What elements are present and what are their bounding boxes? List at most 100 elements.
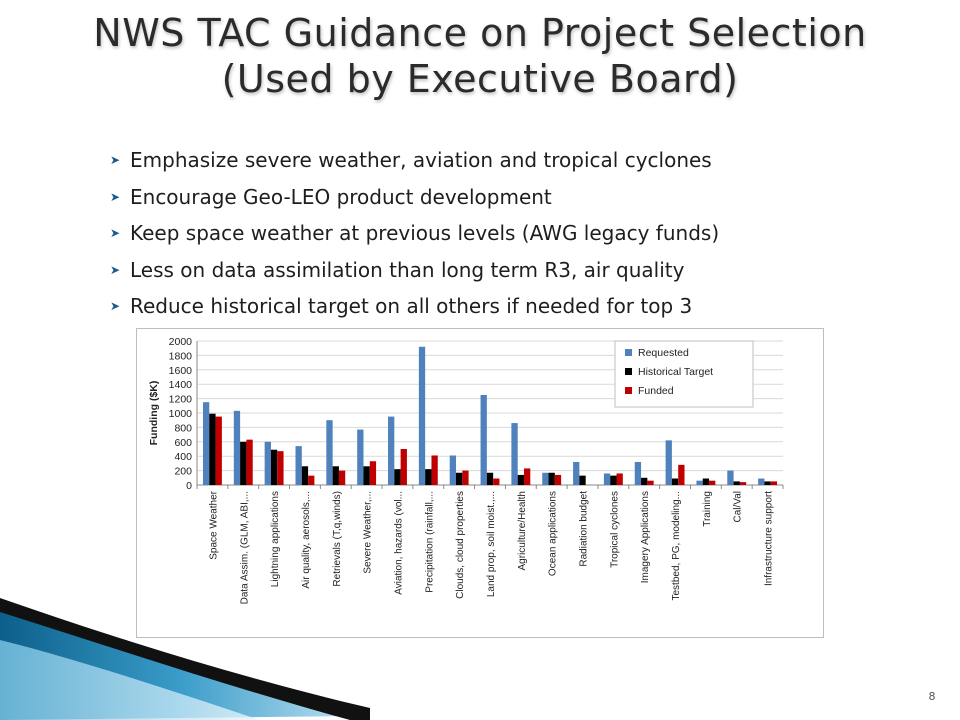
bar	[332, 466, 339, 485]
x-tick-label: Severe Weather,...	[363, 491, 374, 574]
slide-title-line-2: (Used by Executive Board)	[221, 57, 739, 101]
bar	[573, 461, 580, 485]
bullet-item: ➤ Encourage Geo-LEO product development	[108, 179, 719, 216]
legend-label: Funded	[638, 385, 674, 397]
legend-swatch	[625, 387, 632, 394]
bar	[739, 482, 747, 485]
legend-box	[614, 340, 754, 408]
y-tick-label: 2000	[169, 336, 193, 348]
bar	[634, 461, 642, 485]
bar	[647, 480, 654, 485]
x-tick-label: Radiation budget	[579, 491, 590, 567]
x-tick-label: Lightning applications	[270, 491, 281, 587]
bar	[277, 451, 284, 485]
bar	[295, 446, 302, 485]
bar	[764, 481, 771, 485]
x-tick-label: Retrievals (T,q,winds)	[332, 491, 343, 587]
x-tick-label: Ocean applications	[548, 491, 559, 576]
funding-chart-svg: 0 200 400 600 800 1000 1200 1400 1600 1800 2000 Fun…	[148, 336, 784, 604]
x-tick-label: Aviation, hazards (vol...	[393, 491, 404, 595]
bar	[511, 423, 518, 485]
bar	[215, 416, 222, 485]
bar	[603, 473, 611, 485]
arrow-bullet-icon: ➤	[110, 153, 121, 167]
bar	[418, 346, 426, 485]
bullet-text: Reduce historical target on all others i…	[130, 294, 693, 318]
bar	[357, 429, 364, 485]
y-tick-label: 800	[174, 422, 192, 434]
bar	[209, 413, 216, 485]
arrow-bullet-icon: ➤	[110, 226, 121, 240]
y-tick-label: 1200	[169, 394, 193, 406]
x-tick-label: Precipitation (rainfall,...	[424, 491, 435, 593]
bar	[246, 439, 253, 485]
bullet-item: ➤ Reduce historical target on all others …	[108, 288, 719, 325]
bar	[616, 473, 623, 485]
bar	[548, 472, 555, 485]
page-number: 8	[928, 690, 936, 703]
bar	[240, 441, 247, 485]
y-tick-label: 600	[174, 437, 192, 449]
bar	[486, 472, 494, 485]
bar	[671, 478, 679, 485]
bullet-text: Less on data assimilation than long term…	[130, 257, 685, 282]
arrow-bullet-icon: ➤	[110, 262, 121, 277]
legend-label: Requested	[638, 347, 689, 359]
y-tick-label: 400	[174, 451, 192, 463]
bar	[326, 420, 333, 485]
x-tick-label: Air quality, aerosols,...	[301, 491, 312, 589]
x-tick-label: Imagery Applications	[640, 491, 651, 583]
x-tick-label: Space Weather	[208, 490, 219, 559]
x-tick-label: Data Assim. (GLM, ABI,...	[239, 491, 250, 604]
y-tick-label: 1000	[169, 408, 193, 420]
y-axis-label: Funding ($K)	[148, 381, 160, 446]
bar	[363, 466, 370, 485]
bar	[517, 474, 524, 485]
bar	[462, 470, 469, 485]
bar	[388, 416, 395, 485]
bar	[733, 481, 740, 485]
bar	[493, 478, 500, 485]
bar	[665, 440, 672, 485]
x-tick-label: Training	[702, 491, 713, 527]
y-tick-label: 1400	[169, 379, 193, 391]
legend-swatch	[625, 349, 632, 356]
bullet-item: ➤ Less on data assimilation than long ter…	[108, 252, 719, 289]
bar	[709, 480, 716, 485]
bar	[480, 395, 487, 485]
legend-swatch	[625, 368, 632, 375]
bar	[449, 455, 457, 485]
slide-title-line-1: NWS TAC Guidance on Project Selection	[93, 11, 867, 55]
arrow-bullet-icon: ➤	[110, 299, 121, 313]
bullet-text: Keep space weather at previous levels (A…	[130, 221, 720, 245]
x-tick-label: Clouds, cloud properties	[455, 491, 466, 599]
bar	[579, 475, 586, 485]
bar	[270, 449, 278, 485]
bar	[727, 470, 734, 485]
bar	[678, 464, 685, 485]
bar	[301, 466, 309, 485]
y-tick-label: 0	[186, 480, 192, 492]
bar	[542, 472, 549, 485]
bar	[758, 478, 765, 485]
bar	[425, 469, 432, 485]
y-tick-label: 1600	[169, 365, 193, 377]
y-tick-label: 1800	[169, 350, 193, 362]
bar	[233, 410, 241, 485]
x-tick-label: Land prop, soil moist.,...	[486, 491, 497, 597]
bullet-text: Emphasize severe weather, aviation and t…	[130, 148, 712, 172]
x-tick-label: Agriculture/Health	[517, 491, 528, 570]
bullet-list: ➤ Emphasize severe weather, aviation and …	[108, 142, 719, 325]
bar	[696, 480, 703, 485]
x-tick-label: Infrastructure support	[764, 491, 775, 586]
x-tick-label: Cal/Val	[733, 491, 744, 523]
bullet-item: ➤ Keep space weather at previous levels (…	[108, 215, 719, 252]
bar	[523, 468, 531, 485]
bar	[554, 474, 562, 485]
bar	[394, 469, 401, 485]
arrow-bullet-icon: ➤	[110, 189, 121, 204]
bar	[610, 475, 617, 485]
bar	[702, 478, 710, 485]
x-tick-label: Testbed, PG, modeling...	[671, 491, 682, 601]
